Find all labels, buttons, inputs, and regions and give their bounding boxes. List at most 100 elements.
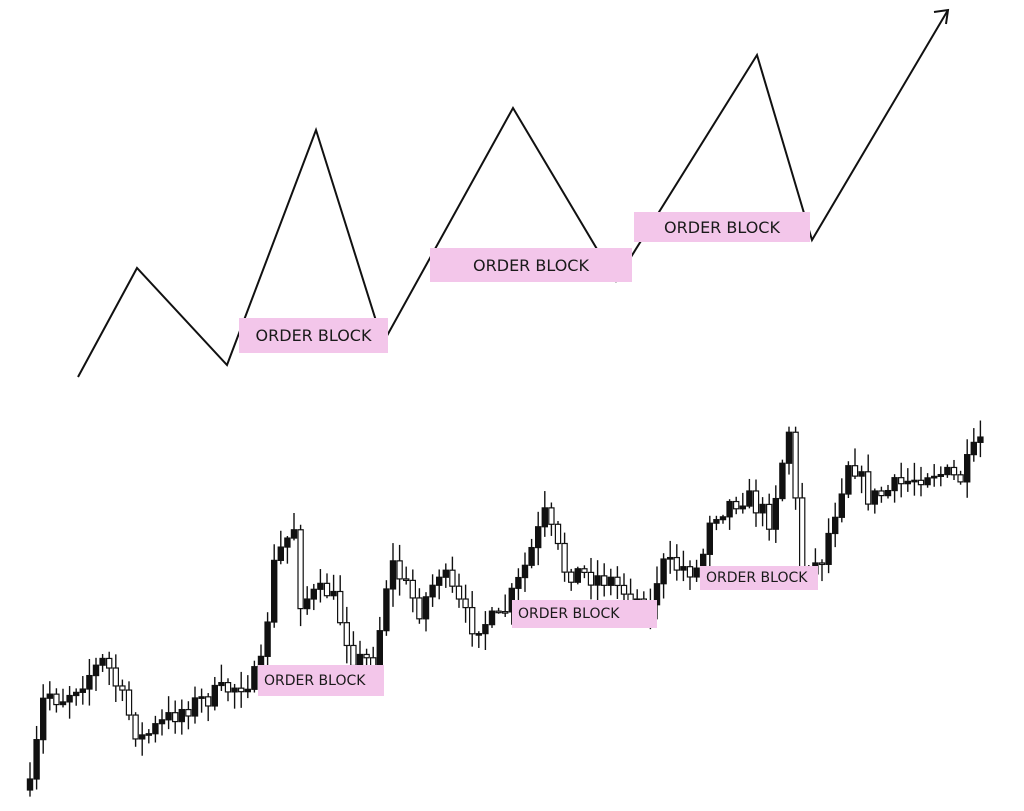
candle — [53, 688, 60, 713]
candle-body — [548, 507, 555, 525]
candle-body — [864, 471, 872, 505]
arrow-head-icon — [933, 8, 950, 25]
candle-body — [158, 719, 166, 725]
candle — [119, 679, 126, 702]
candle-body — [851, 465, 859, 477]
candle-body — [937, 473, 945, 477]
candle-body — [686, 566, 694, 578]
candle — [917, 466, 925, 497]
candle — [271, 544, 278, 628]
candle-body — [911, 479, 918, 483]
candle-body — [337, 590, 344, 624]
candle-body — [198, 696, 205, 699]
candle — [323, 573, 331, 599]
candle — [39, 684, 47, 754]
candle — [297, 524, 304, 627]
candle — [152, 715, 159, 743]
candle — [719, 514, 727, 524]
candle — [251, 660, 258, 693]
candle-body — [792, 431, 799, 499]
candle — [581, 565, 588, 579]
candle — [264, 612, 271, 670]
candle — [59, 688, 67, 708]
candle-body — [317, 582, 324, 590]
order-block-label: ORDER BLOCK — [255, 326, 372, 345]
candle-body — [884, 489, 892, 497]
candle — [950, 459, 958, 480]
candle — [429, 574, 436, 607]
candle — [864, 454, 872, 511]
candle-body — [515, 576, 522, 589]
candle — [798, 482, 806, 574]
candle — [752, 479, 760, 527]
candle — [574, 566, 582, 585]
candle-body — [343, 622, 351, 647]
candle-body — [891, 477, 898, 492]
candle — [92, 657, 100, 691]
candle-body — [39, 697, 47, 741]
candle-body — [79, 688, 86, 693]
candle-body — [897, 477, 905, 485]
candle — [112, 654, 119, 702]
candle — [46, 681, 54, 711]
candle — [475, 631, 483, 648]
candle — [666, 540, 674, 574]
order-block-top-2: ORDER BLOCK — [430, 248, 632, 282]
candle-body — [46, 693, 54, 699]
candle — [970, 428, 978, 462]
candle-body — [554, 523, 562, 545]
candle-body — [244, 688, 251, 693]
candle-body — [607, 576, 615, 586]
candle-body — [818, 562, 826, 566]
candle-body — [26, 778, 34, 791]
candle-body — [125, 689, 133, 716]
candle-body — [449, 569, 456, 587]
candle — [403, 566, 410, 585]
candle-body — [112, 667, 119, 687]
order-block-label: ORDER BLOCK — [264, 672, 366, 689]
candle-body — [66, 694, 73, 703]
candle-body — [759, 503, 766, 514]
candle — [673, 544, 681, 581]
candle — [515, 568, 522, 607]
candle-body — [739, 505, 747, 510]
candle — [462, 584, 469, 623]
candle — [858, 465, 865, 494]
candle — [594, 560, 601, 603]
candle-body — [798, 497, 806, 569]
candle — [911, 462, 918, 496]
candle-body — [72, 691, 80, 697]
candle — [521, 552, 529, 592]
candle — [963, 439, 971, 498]
candle — [455, 573, 463, 608]
candle-body — [178, 708, 185, 723]
candle — [831, 502, 839, 548]
candle-body — [436, 576, 443, 586]
candle — [330, 574, 337, 600]
candle — [495, 607, 502, 614]
candle — [554, 521, 562, 550]
candle-body — [290, 529, 298, 539]
candle-body — [838, 493, 846, 518]
candle — [172, 700, 179, 734]
candle — [706, 515, 714, 568]
candle-body — [495, 610, 502, 614]
candle-body — [713, 519, 720, 524]
candle — [944, 464, 951, 478]
candle — [290, 513, 298, 541]
candle — [693, 559, 700, 582]
candle — [284, 536, 291, 564]
candle-body — [541, 507, 549, 528]
candle — [607, 568, 615, 596]
candle-body — [152, 723, 159, 735]
candle — [469, 591, 476, 647]
candle — [851, 448, 859, 480]
candle-body — [521, 564, 529, 579]
candle — [614, 566, 621, 599]
candle-body — [218, 682, 225, 687]
candle-body — [581, 568, 588, 574]
candle-body — [469, 606, 476, 635]
candle-body — [224, 682, 232, 693]
candle-body — [105, 657, 113, 669]
